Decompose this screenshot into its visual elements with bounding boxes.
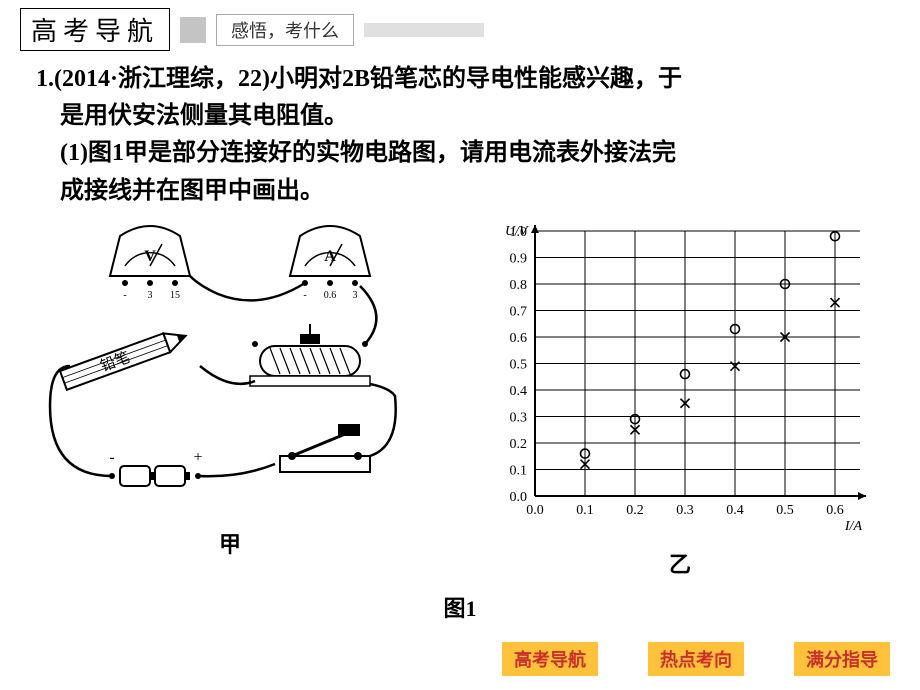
scatter-chart: 0.0 0.1 0.2 0.3 0.4 0.5 0.6 0.0 0.1 0.2 0.3 0.4 0.5 0…	[480, 216, 880, 579]
svg-text:0.1: 0.1	[510, 463, 528, 478]
question-line3: (1)图1甲是部分连接好的实物电路图，请用电流表外接法完	[36, 135, 884, 172]
question-line2: 是用伏安法侧量其电阻值。	[36, 98, 884, 135]
question-line1: 1.(2014·浙江理综，22)小明对2B铅笔芯的导电性能感兴趣，于	[36, 66, 682, 92]
figure-label: 图1	[0, 591, 920, 623]
ammeter-label: A	[324, 248, 336, 265]
ammeter-icon: A - 0.6 3	[290, 226, 370, 301]
header-row: 高考导航 感悟，考什么	[0, 0, 920, 55]
voltmeter-scale-2: 15	[170, 290, 180, 301]
voltmeter-icon: V - 3 15	[110, 226, 190, 301]
chart-caption: 乙	[480, 547, 880, 579]
svg-text:I/A: I/A	[844, 519, 863, 534]
svg-text:0.3: 0.3	[676, 503, 694, 518]
svg-text:0.4: 0.4	[726, 503, 744, 518]
header-title-box: 高考导航	[20, 8, 170, 51]
switch-icon	[280, 424, 370, 472]
nav-button-gaokao[interactable]: 高考导航	[502, 642, 598, 676]
rheostat-icon	[250, 324, 370, 386]
question-line4: 成接线并在图甲中画出。	[36, 173, 884, 210]
chart-svg: 0.0 0.1 0.2 0.3 0.4 0.5 0.6 0.0 0.1 0.2 0.3 0.4 0.5 0…	[480, 216, 880, 536]
battery-icon: - +	[109, 449, 203, 486]
svg-text:0.0: 0.0	[510, 490, 528, 505]
svg-text:0.5: 0.5	[510, 357, 528, 372]
battery-minus: -	[109, 449, 114, 466]
grey-square-decor	[180, 17, 206, 43]
svg-text:0.9: 0.9	[510, 251, 528, 266]
circuit-diagram: V - 3 15 A - 0.6 3	[40, 216, 420, 559]
voltmeter-label: V	[144, 248, 156, 265]
svg-text:U/V: U/V	[505, 224, 529, 239]
battery-plus: +	[193, 449, 202, 466]
svg-text:0.3: 0.3	[510, 410, 528, 425]
header-sub-box: 感悟，考什么	[216, 14, 354, 46]
voltmeter-scale-1: 3	[148, 290, 153, 301]
nav-button-hotspot[interactable]: 热点考向	[648, 642, 744, 676]
question-text: 1.(2014·浙江理综，22)小明对2B铅笔芯的导电性能感兴趣，于 是用伏安法…	[0, 55, 920, 210]
voltmeter-scale-0: -	[123, 290, 126, 301]
grey-bar-decor	[364, 23, 484, 37]
ammeter-scale-1: 0.6	[324, 290, 337, 301]
circuit-svg: V - 3 15 A - 0.6 3	[40, 216, 420, 516]
svg-text:0.8: 0.8	[510, 278, 528, 293]
ammeter-scale-2: 3	[353, 290, 358, 301]
svg-text:0.2: 0.2	[510, 437, 528, 452]
bottom-buttons: 高考导航 热点考向 满分指导	[502, 642, 890, 676]
svg-text:0.0: 0.0	[526, 503, 544, 518]
svg-text:0.2: 0.2	[626, 503, 644, 518]
svg-text:0.5: 0.5	[776, 503, 794, 518]
figure-row: V - 3 15 A - 0.6 3	[0, 210, 920, 579]
svg-text:0.6: 0.6	[510, 331, 528, 346]
svg-text:0.4: 0.4	[510, 384, 528, 399]
ammeter-scale-0: -	[303, 290, 306, 301]
svg-text:0.6: 0.6	[826, 503, 844, 518]
svg-text:0.1: 0.1	[576, 503, 594, 518]
pencil-icon: 铅笔	[60, 326, 189, 389]
svg-text:0.7: 0.7	[510, 304, 528, 319]
circuit-caption: 甲	[40, 527, 420, 559]
nav-button-fullmark[interactable]: 满分指导	[794, 642, 890, 676]
